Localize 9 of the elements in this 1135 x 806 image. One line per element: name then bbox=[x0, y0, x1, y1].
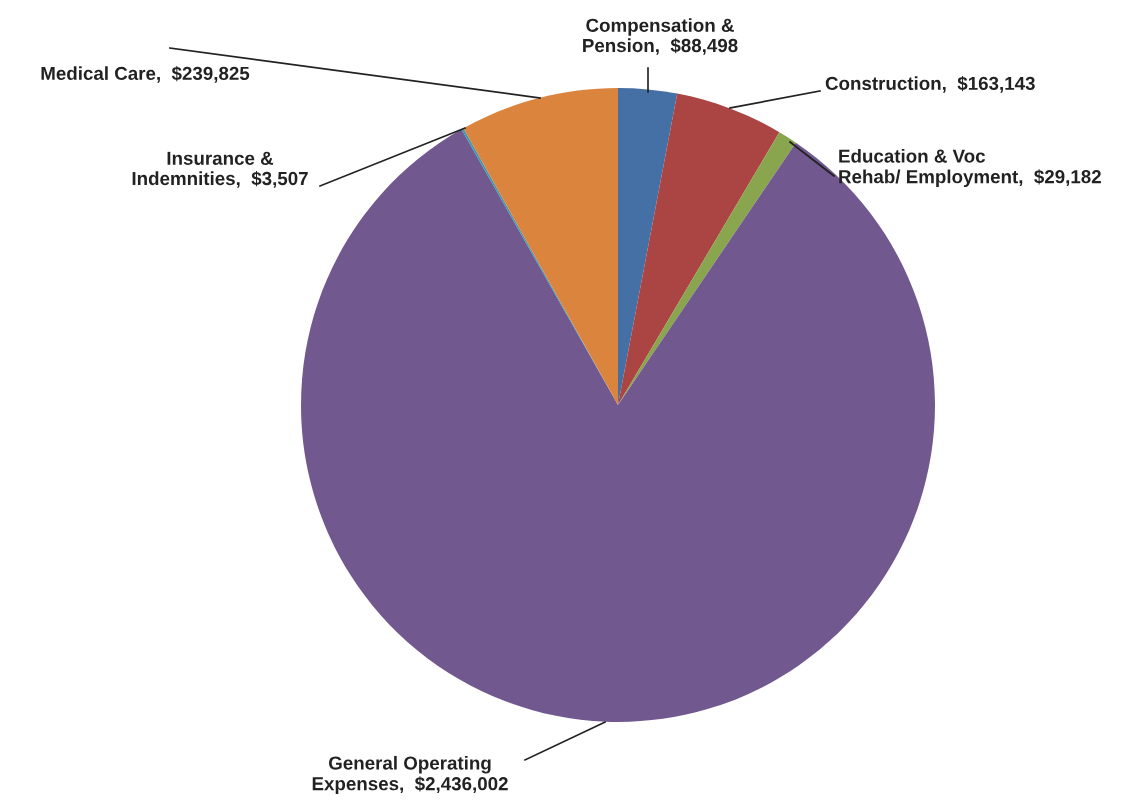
pie-slice bbox=[618, 88, 678, 405]
slice-label: Education & Voc Rehab/ Employment, $29,182 bbox=[839, 148, 1101, 188]
slice-label: Insurance & Indemnities, $3,507 bbox=[132, 151, 308, 188]
slice-label: General Operating Expenses, $2,436,002 bbox=[312, 755, 508, 795]
pie-slice bbox=[618, 132, 796, 405]
pie-slice bbox=[618, 93, 780, 405]
slice-label: Medical Care, $239,825 bbox=[41, 65, 250, 83]
slice-label: Compensation & Pension, $88,498 bbox=[583, 18, 738, 55]
slice-label: Construction, $163,143 bbox=[825, 75, 1035, 93]
